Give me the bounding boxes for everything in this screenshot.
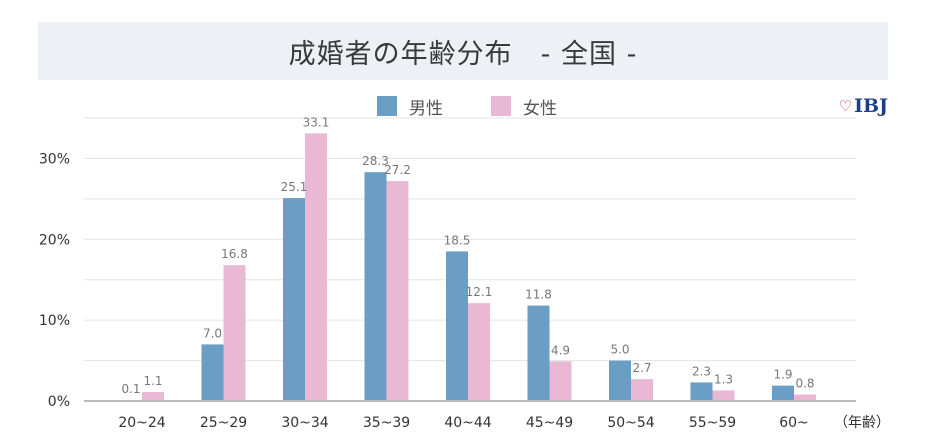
y-tick-label: 20% — [39, 232, 70, 248]
bar-male — [609, 360, 631, 401]
legend-item-female: 女性 — [491, 94, 557, 119]
value-label-female: 4.9 — [551, 343, 570, 357]
bar-female — [549, 361, 572, 401]
bar-male — [201, 344, 224, 401]
value-label-female: 2.7 — [632, 361, 651, 375]
value-label-male: 5.0 — [610, 343, 629, 357]
value-label-male: 7.0 — [203, 326, 222, 340]
legend-swatch-male — [377, 96, 397, 116]
x-tick-label: 30~34 — [281, 415, 328, 431]
bar-male — [772, 385, 794, 401]
value-label-female: 12.1 — [466, 285, 493, 299]
chart-title-bar: 成婚者の年齢分布 - 全国 - — [38, 22, 888, 80]
value-label-male: 18.5 — [444, 233, 471, 247]
value-label-female: 27.2 — [384, 163, 411, 177]
ibj-logo: ♡ IBJ — [839, 95, 888, 117]
bar-male — [446, 251, 468, 401]
y-tick-label: 30% — [39, 151, 70, 167]
x-tick-label: 20~24 — [118, 415, 165, 431]
value-label-female: 0.8 — [795, 377, 814, 391]
bar-female — [468, 303, 490, 401]
bar-female — [631, 379, 653, 401]
x-tick-label: 25~29 — [200, 415, 247, 431]
value-label-male: 25.1 — [281, 180, 308, 194]
value-label-male: 0.1 — [121, 382, 140, 396]
value-label-male: 28.3 — [362, 154, 389, 168]
bar-female — [386, 181, 409, 401]
value-labels: 0.11.1 7.0 16.8 25.1 33.1 28.327.2 18.5 12.1 11.… — [121, 115, 814, 396]
bar-female — [142, 392, 164, 401]
bar-female — [223, 265, 246, 401]
value-label-male: 1.9 — [773, 368, 792, 382]
bar-male — [364, 172, 387, 401]
bars — [120, 133, 816, 401]
bar-female — [712, 390, 735, 401]
value-label-male: 2.3 — [692, 364, 711, 378]
x-axis-unit: （年齢） — [834, 415, 890, 431]
legend-item-male: 男性 — [377, 94, 443, 119]
legend-label-female: 女性 — [523, 98, 557, 119]
value-label-female: 16.8 — [221, 247, 248, 261]
x-tick-label: 50~54 — [607, 415, 654, 431]
x-tick-label: 55~59 — [689, 415, 736, 431]
x-tick-label: 35~39 — [363, 415, 410, 431]
x-tick-label: 40~44 — [444, 415, 491, 431]
value-label-male: 11.8 — [525, 288, 552, 302]
axes: 0% 10% 20% 30% 20~24 25~29 30~34 35~39 40~44 45~4… — [39, 151, 890, 431]
value-label-female: 1.3 — [714, 372, 733, 386]
heart-icon: ♡ — [838, 97, 853, 115]
bar-female — [305, 133, 327, 401]
y-tick-label: 0% — [48, 394, 70, 410]
legend-swatch-female — [491, 96, 511, 116]
y-tick-label: 10% — [39, 313, 70, 329]
x-tick-label: 60~ — [779, 415, 809, 431]
legend-label-male: 男性 — [409, 98, 443, 119]
bar-male — [283, 198, 305, 401]
bar-male — [690, 382, 713, 401]
legend: 男性 女性 — [0, 94, 934, 119]
bar-male — [527, 305, 550, 401]
chart-title: 成婚者の年齢分布 - 全国 - — [288, 38, 638, 70]
value-label-female: 1.1 — [143, 374, 162, 388]
value-label-female: 33.1 — [303, 115, 330, 129]
bar-female — [794, 394, 816, 401]
logo-text: IBJ — [854, 95, 888, 117]
x-tick-label: 45~49 — [526, 415, 573, 431]
